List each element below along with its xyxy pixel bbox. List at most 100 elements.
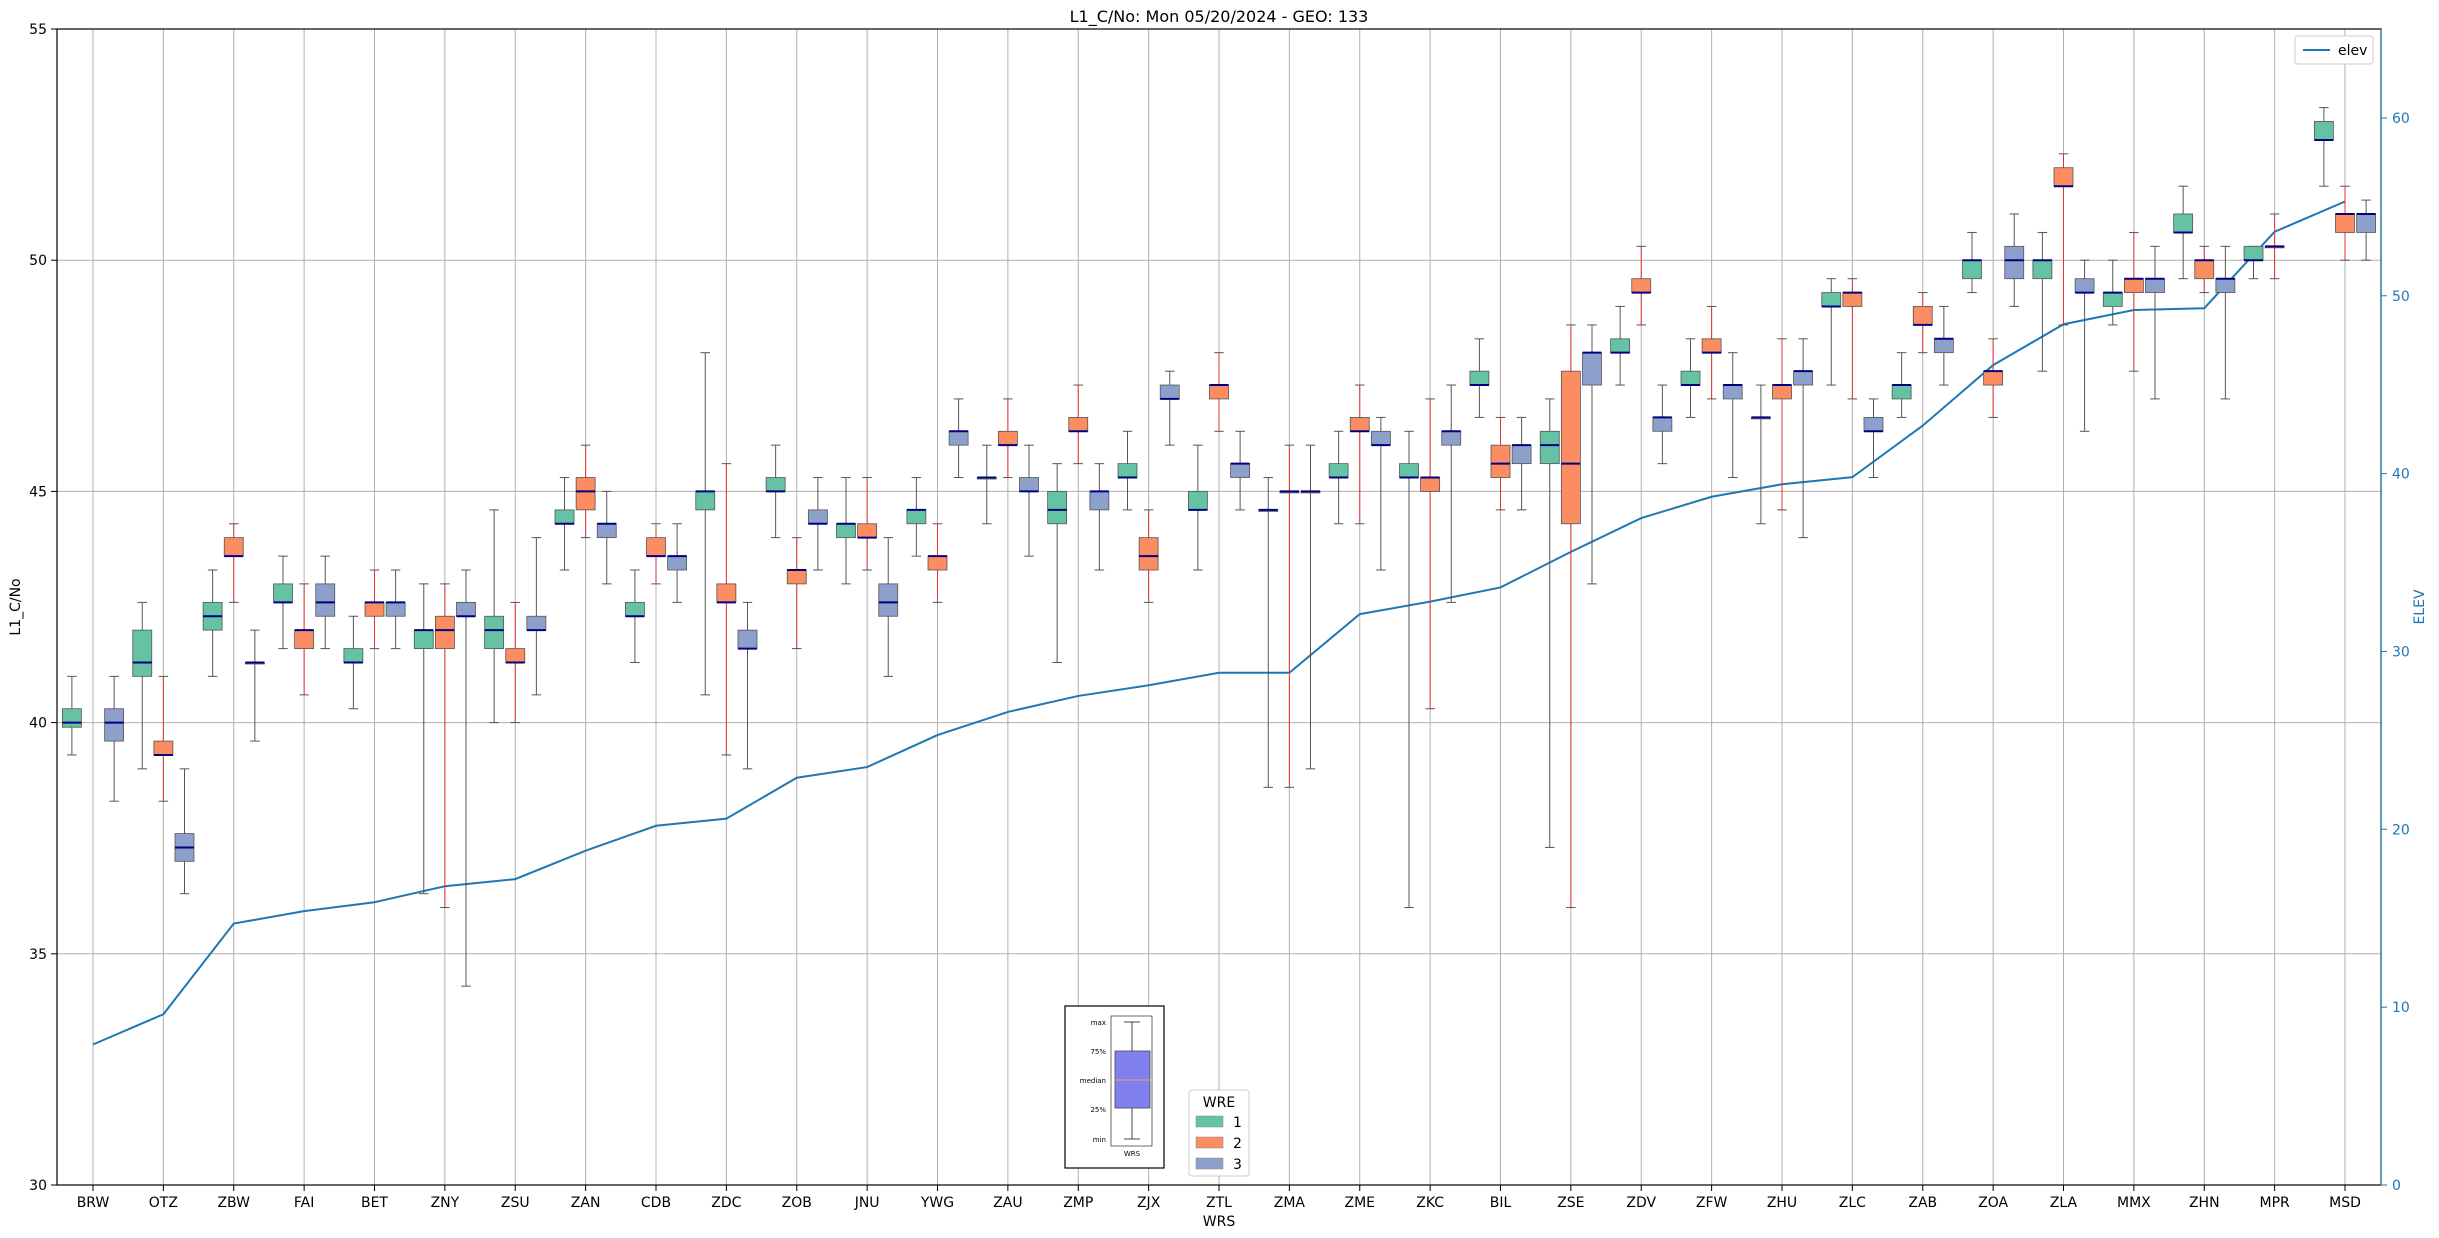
box-body xyxy=(857,523,878,539)
box-body xyxy=(364,601,385,617)
box-body xyxy=(997,430,1018,446)
elev-legend-label: elev xyxy=(2338,43,2367,59)
box-plot-wre-2 xyxy=(997,398,1018,479)
box-plot-wre-3 xyxy=(315,555,336,650)
x-tick-label: MPR xyxy=(2260,1195,2291,1211)
box-body xyxy=(1187,490,1208,511)
box-body xyxy=(737,629,758,650)
box-body xyxy=(1328,463,1349,478)
box-plot-wre-3 xyxy=(2074,259,2095,432)
box-body xyxy=(223,537,244,557)
box-body xyxy=(906,509,927,525)
key-box-inner-frame xyxy=(1110,1015,1153,1147)
box-body xyxy=(1912,306,1933,326)
box-plot-wre-3 xyxy=(1441,384,1462,603)
box-plot-wre-1 xyxy=(2173,185,2194,280)
x-tick-label: ZOA xyxy=(1978,1195,2008,1211)
box-body xyxy=(2194,259,2215,280)
x-tick-label: ZMA xyxy=(1274,1195,1306,1211)
box-plot-wre-3 xyxy=(1582,324,1602,585)
box-plot-wre-1 xyxy=(1117,430,1138,511)
box-plot-wre-3 xyxy=(737,601,758,770)
box-plot-wre-1 xyxy=(836,477,856,585)
y2-tick-label: 30 xyxy=(2392,644,2410,660)
box-plot-wre-3 xyxy=(878,537,899,677)
wre-legend-swatch-2 xyxy=(1195,1136,1224,1149)
grid-lines xyxy=(57,29,2381,1185)
box-plot-wre-2 xyxy=(2194,245,2215,294)
box-plot-wre-2 xyxy=(505,601,526,724)
box-body xyxy=(2004,245,2025,280)
box-body xyxy=(2145,278,2165,293)
box-body xyxy=(2173,213,2194,233)
box-plot-wre-2 xyxy=(1279,444,1300,788)
box-plot-wre-3 xyxy=(1089,463,1110,571)
box-plot-wre-3 xyxy=(2356,199,2377,261)
box-body xyxy=(1772,384,1792,400)
box-body xyxy=(624,601,645,617)
box-plot-wre-1 xyxy=(1328,430,1349,525)
box-body xyxy=(1068,417,1089,432)
y-tick-label: 40 xyxy=(29,716,47,732)
box-plot-wre-3 xyxy=(1230,430,1251,511)
box-body xyxy=(1793,370,1814,386)
box-layer xyxy=(61,107,2377,987)
key-box-label-q1: 25% xyxy=(1090,1106,1106,1114)
box-plot-wre-1 xyxy=(484,509,505,724)
box-body xyxy=(667,555,688,571)
elev-legend: elev xyxy=(2294,35,2374,65)
box-body xyxy=(273,583,293,603)
box-body xyxy=(2313,121,2334,141)
box-plot-wre-2 xyxy=(1349,384,1370,525)
box-plot-wre-1 xyxy=(906,477,927,557)
box-plot-wre-1 xyxy=(2243,245,2264,280)
x-tick-label: ZSE xyxy=(1557,1195,1584,1211)
x-tick-label: BIL xyxy=(1490,1195,1512,1211)
x-tick-label: ZTL xyxy=(1206,1195,1232,1211)
box-body xyxy=(294,629,315,650)
box-plot-wre-3 xyxy=(456,569,476,987)
box-plot-wre-2 xyxy=(646,523,666,585)
x-tick-label: ZDC xyxy=(711,1195,741,1211)
key-box-label-q3: 75% xyxy=(1090,1048,1106,1056)
y2-tick-label: 20 xyxy=(2392,822,2410,838)
box-plot-wre-3 xyxy=(807,477,828,571)
box-plot-wre-2 xyxy=(2123,231,2144,372)
box-plot-wre-1 xyxy=(976,444,997,525)
x-tick-label: ZLC xyxy=(1839,1195,1866,1211)
y2-tick-label: 60 xyxy=(2392,111,2410,127)
box-plot-wre-1 xyxy=(765,444,786,539)
box-plot-wre-2 xyxy=(1560,324,1581,909)
box-plot-wre-1 xyxy=(695,352,716,696)
box-plot-wre-1 xyxy=(1610,305,1631,386)
x-tick-label: MMX xyxy=(2117,1195,2151,1211)
box-body xyxy=(456,601,476,617)
box-plot-wre-2 xyxy=(1842,278,1863,400)
box-body xyxy=(927,555,948,571)
box-body xyxy=(1891,384,1912,400)
box-plot-wre-1 xyxy=(1469,338,1490,418)
box-body xyxy=(1539,430,1560,465)
y2-tick-label: 50 xyxy=(2392,289,2410,305)
box-plot-wre-3 xyxy=(174,768,195,895)
box-plot-wre-1 xyxy=(343,615,364,710)
chart-title: L1_C/No: Mon 05/20/2024 - GEO: 133 xyxy=(1070,7,1369,27)
box-body xyxy=(315,583,336,617)
x-tick-label: MSD xyxy=(2329,1195,2361,1211)
box-plot-wre-2 xyxy=(1490,416,1511,511)
y-tick-label: 35 xyxy=(29,947,47,963)
box-body xyxy=(1560,370,1581,525)
x-tick-label: ZOB xyxy=(782,1195,812,1211)
box-plot-wre-3 xyxy=(1019,444,1039,557)
box-body xyxy=(1680,370,1701,386)
box-plot-wre-1 xyxy=(624,569,645,663)
box-body xyxy=(1469,370,1490,386)
box-plot-wre-1 xyxy=(1680,338,1701,418)
x-tick-label: CDB xyxy=(641,1195,671,1211)
box-plot-wre-1 xyxy=(413,583,434,895)
box-plot-wre-3 xyxy=(1863,398,1884,479)
y2-tick-label: 10 xyxy=(2392,1000,2410,1016)
box-body xyxy=(948,430,969,446)
x-tick-label: ZLA xyxy=(2050,1195,2078,1211)
y-tick-label: 30 xyxy=(29,1178,47,1194)
